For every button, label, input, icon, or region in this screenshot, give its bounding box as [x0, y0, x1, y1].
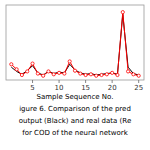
- series-marker: [47, 70, 50, 73]
- series-marker: [20, 73, 23, 76]
- series-marker: [126, 70, 129, 73]
- caption: output (Black) and real data (Re: [19, 117, 131, 125]
- series-marker: [84, 73, 87, 76]
- x-tick: [85, 80, 86, 83]
- plot-frame: [6, 5, 144, 80]
- chart: 5 10 15 20 25 Sample Sequence No. igure 6. Com…: [0, 0, 150, 150]
- series-marker: [31, 62, 34, 65]
- series-marker: [26, 70, 29, 73]
- x-tick: [59, 80, 60, 83]
- series-marker: [42, 74, 45, 77]
- x-tick-label: 10: [55, 84, 64, 92]
- series-marker: [116, 73, 119, 76]
- plot-area: [10, 11, 141, 78]
- x-tick-label: 15: [81, 84, 90, 92]
- x-tick-label: 20: [108, 84, 117, 92]
- series-marker: [132, 73, 135, 76]
- series-marker: [105, 73, 108, 76]
- caption: igure 6. Comparison of the pred: [19, 105, 131, 113]
- series-marker: [79, 72, 82, 75]
- caption: for COD of the neural network: [22, 129, 128, 137]
- series-marker: [137, 74, 140, 77]
- series-marker: [10, 63, 13, 66]
- x-tick-label: 5: [30, 84, 34, 92]
- series-marker: [52, 73, 55, 76]
- x-axis-label: Sample Sequence No.: [37, 93, 114, 101]
- series-marker: [63, 72, 66, 75]
- x-tick: [138, 80, 139, 83]
- series-marker: [73, 69, 76, 72]
- series-marker: [100, 73, 103, 76]
- series-line: [11, 12, 138, 76]
- series-marker: [111, 71, 114, 74]
- series-marker: [95, 74, 98, 77]
- series-marker: [89, 73, 92, 76]
- series-marker: [68, 60, 71, 63]
- series-marker: [57, 71, 60, 74]
- series-marker: [36, 72, 39, 75]
- series-marker: [15, 68, 18, 71]
- x-tick: [32, 80, 33, 83]
- x-tick-label: 25: [134, 84, 143, 92]
- x-tick: [112, 80, 113, 83]
- series-marker: [121, 11, 124, 14]
